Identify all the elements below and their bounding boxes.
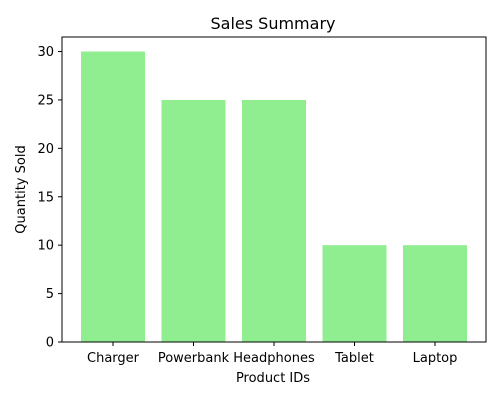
y-axis-label: Quantity Sold bbox=[14, 145, 29, 233]
y-tick-label: 30 bbox=[37, 45, 54, 60]
x-tick-label: Powerbank bbox=[158, 351, 230, 366]
x-axis-label: Product IDs bbox=[236, 371, 310, 386]
x-tick-label: Charger bbox=[87, 351, 140, 366]
x-tick-label: Headphones bbox=[233, 351, 315, 366]
bar-tablet bbox=[322, 245, 387, 342]
y-tick-label: 15 bbox=[37, 190, 54, 205]
bar-charger bbox=[81, 51, 145, 343]
y-tick-label: 25 bbox=[37, 93, 54, 108]
y-tick-label: 20 bbox=[37, 142, 54, 157]
bar-laptop bbox=[403, 245, 467, 342]
y-tick-label: 0 bbox=[46, 336, 54, 351]
y-ticks-group: 0 5 10 15 20 25 30 bbox=[37, 45, 62, 351]
x-tick-label: Laptop bbox=[413, 351, 458, 366]
x-tick-label: Tablet bbox=[334, 351, 374, 366]
x-ticks-group: Charger Powerbank Headphones Tablet Laptop bbox=[87, 342, 457, 366]
bars-group bbox=[81, 51, 467, 343]
plot-frame bbox=[61, 36, 487, 343]
y-tick-label: 5 bbox=[46, 287, 54, 302]
chart-title: Sales Summary bbox=[211, 14, 336, 33]
bar-powerbank bbox=[161, 99, 226, 342]
bar-headphones bbox=[242, 99, 306, 342]
y-tick-label: 10 bbox=[37, 239, 54, 254]
